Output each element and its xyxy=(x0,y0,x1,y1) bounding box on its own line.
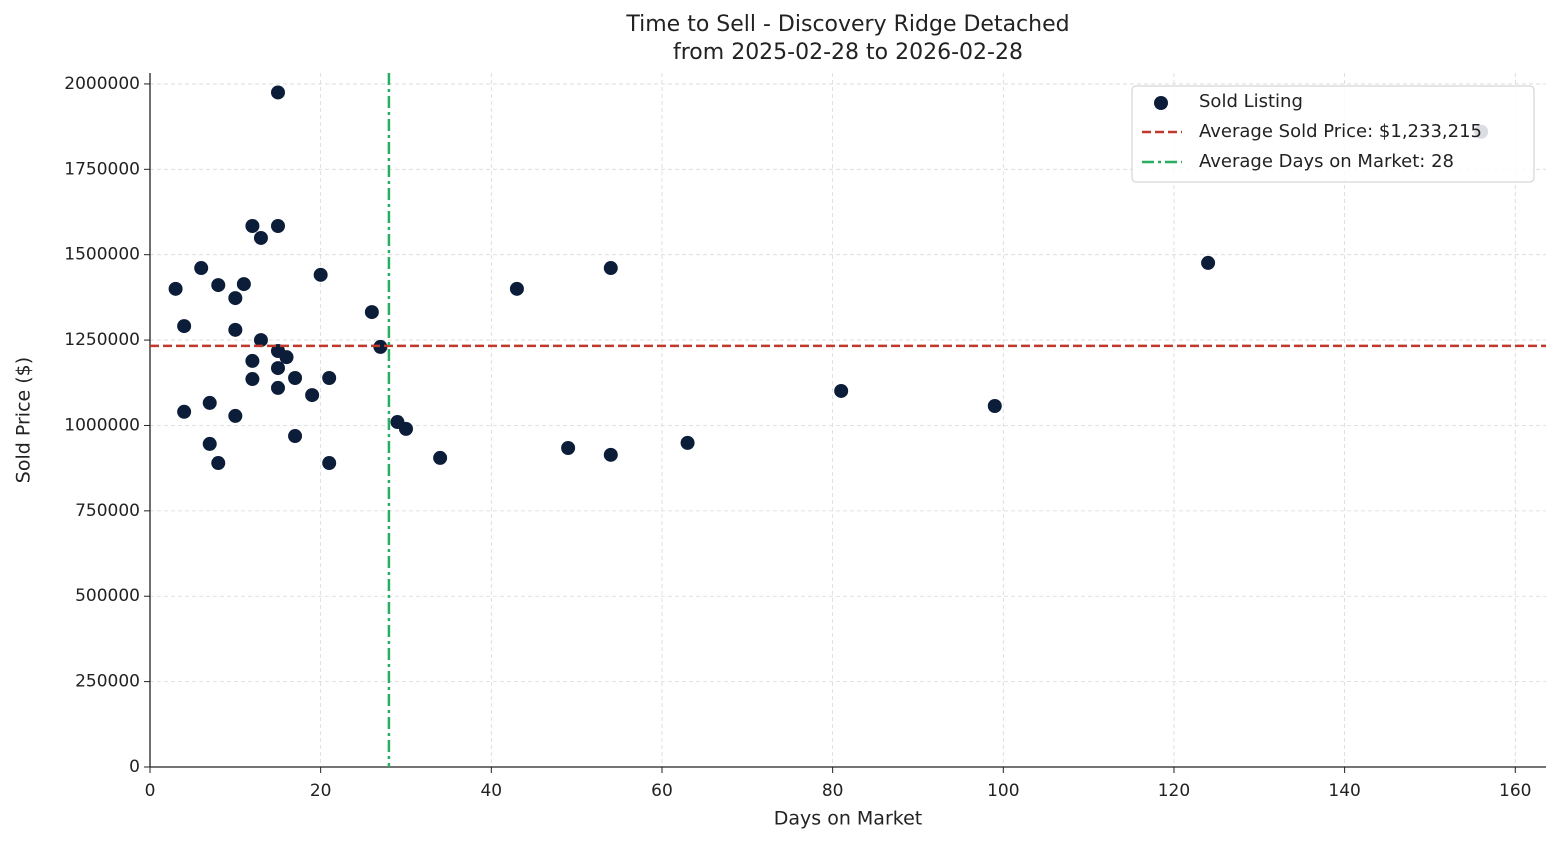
point xyxy=(168,281,183,296)
point xyxy=(228,408,243,423)
legend-marker xyxy=(1154,96,1168,110)
x-tick-label: 160 xyxy=(1499,781,1531,801)
point xyxy=(245,219,260,234)
point xyxy=(603,447,618,462)
point xyxy=(603,261,618,276)
point xyxy=(313,267,328,282)
x-tick-label: 0 xyxy=(145,781,156,801)
point xyxy=(177,319,192,334)
point xyxy=(279,350,294,365)
y-tick-label: 1000000 xyxy=(64,415,140,435)
y-tick-label: 1750000 xyxy=(64,159,140,179)
point xyxy=(680,435,695,450)
point xyxy=(253,230,268,245)
point xyxy=(288,370,303,385)
point xyxy=(177,404,192,419)
y-tick-label: 2000000 xyxy=(64,74,140,94)
point xyxy=(834,383,849,398)
x-tick-label: 100 xyxy=(987,781,1019,801)
point xyxy=(987,398,1002,413)
y-tick-label: 500000 xyxy=(75,586,140,606)
y-tick-label: 750000 xyxy=(75,501,140,521)
point xyxy=(373,339,388,354)
x-tick-label: 140 xyxy=(1328,781,1360,801)
x-axis-label: Days on Market xyxy=(774,808,922,830)
point xyxy=(364,305,379,320)
x-tick-label: 60 xyxy=(651,781,673,801)
point xyxy=(509,281,524,296)
chart-title: Time to Sell - Discovery Ridge Detached xyxy=(625,12,1069,37)
point xyxy=(1201,255,1216,270)
point xyxy=(433,450,448,465)
point xyxy=(270,85,285,100)
point xyxy=(561,441,576,456)
x-tick-label: 80 xyxy=(822,781,844,801)
y-tick-label: 1250000 xyxy=(64,330,140,350)
point xyxy=(270,380,285,395)
y-tick-label: 1500000 xyxy=(64,245,140,265)
y-tick-label: 250000 xyxy=(75,672,140,692)
point xyxy=(270,361,285,376)
legend-box xyxy=(1131,85,1535,183)
point xyxy=(236,277,251,292)
point xyxy=(211,456,226,471)
point xyxy=(270,219,285,234)
x-tick-label: 120 xyxy=(1158,781,1190,801)
x-tick-label: 40 xyxy=(480,781,502,801)
point xyxy=(194,261,209,276)
point xyxy=(228,291,243,306)
legend-label: Sold Listing xyxy=(1199,91,1303,112)
point xyxy=(398,421,413,436)
point xyxy=(228,322,243,337)
legend-label: Average Sold Price: $1,233,215 xyxy=(1199,121,1482,142)
legend-label: Average Days on Market: 28 xyxy=(1199,151,1454,172)
point xyxy=(211,278,226,293)
x-tick-label: 20 xyxy=(310,781,332,801)
y-tick-label: 0 xyxy=(129,757,140,777)
point xyxy=(305,388,320,403)
point xyxy=(245,353,260,368)
point xyxy=(322,456,337,471)
point xyxy=(202,436,217,451)
point xyxy=(202,395,217,410)
point xyxy=(245,372,260,387)
point xyxy=(253,333,268,348)
y-axis-label: Sold Price ($) xyxy=(13,357,35,483)
point xyxy=(322,370,337,385)
chart-subtitle: from 2025-02-28 to 2026-02-28 xyxy=(673,40,1023,65)
point xyxy=(288,429,303,444)
